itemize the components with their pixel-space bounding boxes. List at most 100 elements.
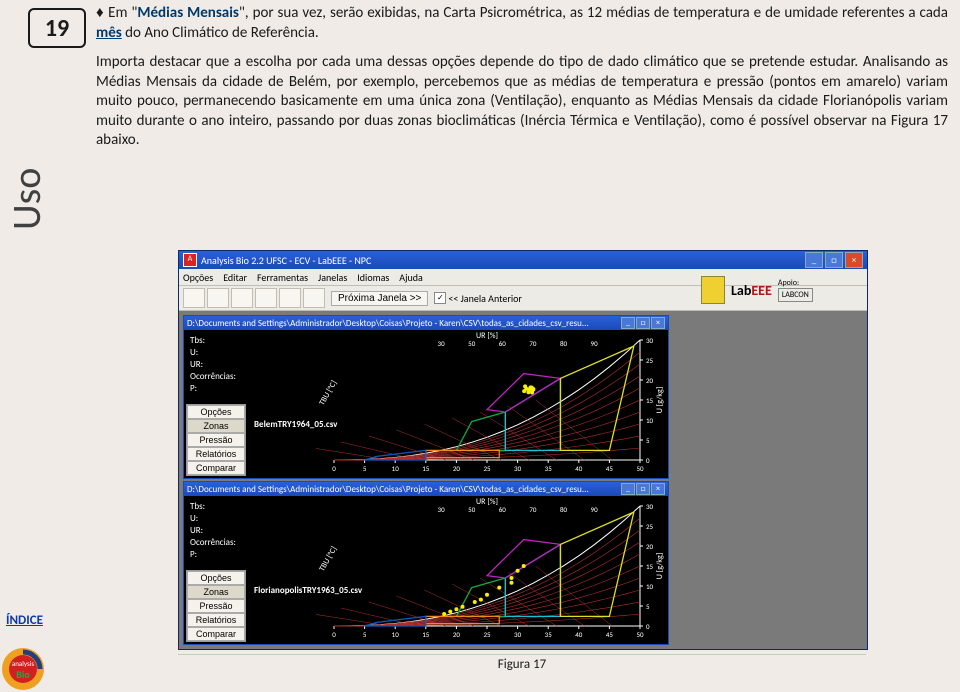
menu-opcoes[interactable]: Opções — [183, 271, 213, 284]
indice-link[interactable]: ÍNDICE — [6, 613, 43, 628]
panel-zonas[interactable]: Zonas — [187, 585, 245, 599]
svg-text:45: 45 — [606, 464, 614, 473]
tool-icon[interactable] — [255, 288, 277, 308]
svg-text:90: 90 — [591, 339, 599, 348]
svg-text:40: 40 — [575, 630, 583, 639]
svg-text:50: 50 — [636, 464, 644, 473]
section-label: Uso — [2, 168, 51, 230]
svg-text:TBU [°C]: TBU [°C] — [317, 379, 339, 407]
tool-icon[interactable] — [183, 288, 205, 308]
analysis-bio-window: A Analysis Bio 2.2 UFSC - ECV - LabEEE -… — [178, 250, 868, 650]
svg-text:10: 10 — [392, 464, 400, 473]
chart1-side-panel: Opções Zonas Pressão Relatórios Comparar — [186, 404, 246, 476]
panel-pressao[interactable]: Pressão — [187, 433, 245, 447]
chart1-plot: UR [%]3050607080900510152025303540455005… — [316, 330, 668, 478]
svg-text:UR [%]: UR [%] — [476, 497, 498, 507]
prev-window-checkbox[interactable]: ✓ << Janela Anterior — [434, 292, 521, 305]
page-number-badge: 19 — [28, 8, 86, 48]
svg-text:15: 15 — [646, 396, 654, 405]
svg-text:20: 20 — [453, 464, 461, 473]
main-text-block: ♦ Em "Médias Mensais", por sua vez, serã… — [96, 4, 948, 161]
svg-text:30: 30 — [438, 339, 446, 348]
menu-idiomas[interactable]: Idiomas — [357, 271, 389, 284]
figure-caption: Figura 17 — [178, 654, 866, 672]
window-title: Analysis Bio 2.2 UFSC - ECV - LabEEE - N… — [201, 254, 371, 267]
window-title-bar: A Analysis Bio 2.2 UFSC - ECV - LabEEE -… — [179, 251, 867, 269]
svg-text:90: 90 — [591, 505, 599, 514]
panel-zonas[interactable]: Zonas — [187, 419, 245, 433]
panel-relatorios[interactable]: Relatórios — [187, 613, 245, 627]
svg-text:30: 30 — [646, 502, 654, 511]
chart2-plot: UR [%]3050607080900510152025303540455005… — [316, 496, 668, 644]
svg-text:15: 15 — [422, 464, 430, 473]
svg-text:U [g/kg]: U [g/kg] — [655, 553, 665, 579]
svg-text:35: 35 — [545, 464, 553, 473]
panel-opcoes[interactable]: Opções — [187, 571, 245, 585]
maximize-button[interactable]: □ — [825, 252, 843, 268]
menu-ajuda[interactable]: Ajuda — [399, 271, 422, 284]
svg-text:15: 15 — [646, 562, 654, 571]
panel-opcoes[interactable]: Opções — [187, 405, 245, 419]
tool-icon[interactable] — [279, 288, 301, 308]
chart2-side-panel: Opções Zonas Pressão Relatórios Comparar — [186, 570, 246, 642]
svg-text:50: 50 — [636, 630, 644, 639]
svg-text:25: 25 — [483, 630, 491, 639]
panel-comparar[interactable]: Comparar — [187, 461, 245, 475]
chart-window-florianopolis: D:\Documents and Settings\Administrador\… — [183, 481, 669, 645]
figure-17: A Analysis Bio 2.2 UFSC - ECV - LabEEE -… — [178, 250, 866, 672]
svg-text:25: 25 — [646, 356, 654, 365]
menu-ferramentas[interactable]: Ferramentas — [257, 271, 308, 284]
svg-text:TBU [°C]: TBU [°C] — [317, 545, 339, 573]
svg-text:10: 10 — [646, 416, 654, 425]
svg-text:20: 20 — [646, 542, 654, 551]
ufsc-shield-icon — [701, 276, 725, 304]
next-window-button[interactable]: Próxima Janela >> — [331, 291, 428, 306]
chart-window-belem: D:\Documents and Settings\Administrador\… — [183, 315, 669, 479]
svg-text:0: 0 — [332, 630, 336, 639]
sub-max-button[interactable]: □ — [636, 317, 650, 329]
svg-text:0: 0 — [646, 456, 650, 465]
svg-text:0: 0 — [646, 622, 650, 631]
analysis-bio-logo-icon: analysis Bio — [0, 646, 46, 692]
svg-text:5: 5 — [646, 436, 650, 445]
svg-text:U [g/kg]: U [g/kg] — [655, 387, 665, 413]
sub-min-button[interactable]: _ — [621, 317, 635, 329]
svg-text:5: 5 — [646, 602, 650, 611]
close-button[interactable]: × — [845, 252, 863, 268]
csv-filename-2: FlorianopolisTRY1963_05.csv — [254, 585, 362, 596]
svg-text:0: 0 — [332, 464, 336, 473]
svg-text:80: 80 — [560, 505, 568, 514]
svg-text:50: 50 — [468, 505, 476, 514]
panel-relatorios[interactable]: Relatórios — [187, 447, 245, 461]
svg-text:30: 30 — [514, 464, 522, 473]
menu-janelas[interactable]: Janelas — [318, 271, 347, 284]
svg-text:analysis: analysis — [12, 659, 34, 668]
tool-icon[interactable] — [231, 288, 253, 308]
paragraph-1: ♦ Em "Médias Mensais", por sua vez, serã… — [96, 4, 948, 43]
svg-text:20: 20 — [453, 630, 461, 639]
app-icon: A — [183, 253, 197, 267]
svg-text:UR [%]: UR [%] — [476, 331, 498, 341]
sub-min-button[interactable]: _ — [621, 483, 635, 495]
sub-close-button[interactable]: × — [651, 483, 665, 495]
minimize-button[interactable]: _ — [805, 252, 823, 268]
tool-icon[interactable] — [207, 288, 229, 308]
brand-area: LabEEE Apoio: LABCON — [701, 271, 861, 309]
svg-text:25: 25 — [483, 464, 491, 473]
svg-text:70: 70 — [529, 339, 537, 348]
panel-pressao[interactable]: Pressão — [187, 599, 245, 613]
panel-comparar[interactable]: Comparar — [187, 627, 245, 641]
checkbox-icon: ✓ — [434, 292, 446, 304]
sub-close-button[interactable]: × — [651, 317, 665, 329]
svg-text:60: 60 — [499, 505, 507, 514]
paragraph-2: Importa destacar que a escolha por cada … — [96, 53, 948, 151]
svg-text:20: 20 — [646, 376, 654, 385]
svg-text:10: 10 — [646, 582, 654, 591]
svg-text:40: 40 — [575, 464, 583, 473]
chart2-title: D:\Documents and Settings\Administrador\… — [187, 484, 589, 495]
svg-text:30: 30 — [438, 505, 446, 514]
tool-icon[interactable] — [303, 288, 325, 308]
menu-editar[interactable]: Editar — [223, 271, 247, 284]
svg-text:80: 80 — [560, 339, 568, 348]
sub-max-button[interactable]: □ — [636, 483, 650, 495]
